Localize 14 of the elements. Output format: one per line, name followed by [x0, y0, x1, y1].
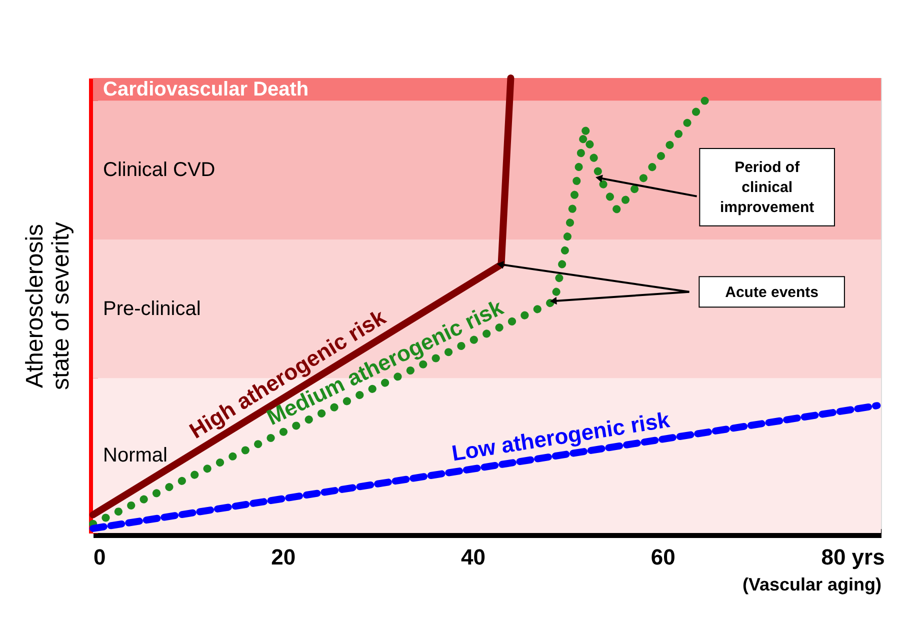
text: Low atherogenic risk [450, 406, 672, 466]
x-tick-label: 40 [461, 544, 486, 570]
annotation: Acute events [725, 284, 819, 301]
band-label: Normal [103, 444, 168, 467]
x-tick-label: 80 yrs [821, 544, 885, 570]
x-tick-label: 20 [271, 544, 296, 570]
band-label: Clinical CVD [103, 159, 216, 182]
x-axis-title: (Vascular aging) [742, 574, 882, 594]
y-axis-title: Atherosclerosis state of severity [22, 222, 74, 390]
band-label: Cardiovascular Death [103, 78, 309, 100]
annotation: Period of clinical improvement [720, 159, 814, 216]
x-tick-label: 60 [650, 544, 676, 570]
band-label: Pre-clinical [103, 298, 201, 320]
x-tick-label: 0 [94, 544, 106, 570]
